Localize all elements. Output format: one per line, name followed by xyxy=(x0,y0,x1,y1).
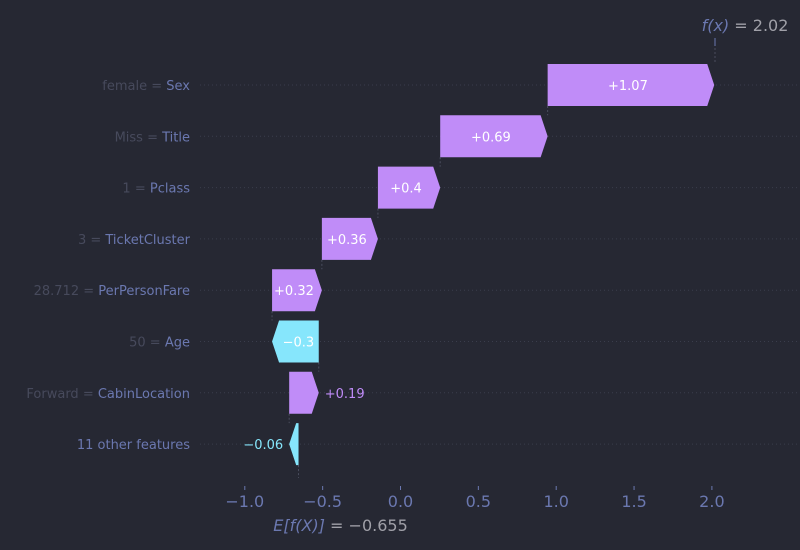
feature-name: Sex xyxy=(166,79,190,94)
bar-11-other-features xyxy=(289,423,299,466)
feature-value: 50 xyxy=(129,336,146,351)
data-label: −0.06 xyxy=(243,438,283,453)
equals-sign: = xyxy=(131,182,150,197)
equals-sign: = xyxy=(79,284,98,299)
feature-label: 28.712 = PerPersonFare xyxy=(34,284,190,299)
equals-sign: = xyxy=(143,130,162,145)
feature-label: 50 = Age xyxy=(129,336,190,351)
feature-value: 1 xyxy=(122,182,130,197)
data-label: +0.36 xyxy=(327,233,367,248)
feature-label: female = Sex xyxy=(102,79,190,94)
output-value-number: = 2.02 xyxy=(729,16,788,35)
feature-label: Forward = CabinLocation xyxy=(26,387,190,402)
bar-age xyxy=(272,320,319,363)
equals-sign: = xyxy=(147,79,166,94)
bar-title xyxy=(440,115,548,158)
x-tick-label: 1.5 xyxy=(621,492,646,511)
data-label: −0.3 xyxy=(283,336,315,351)
output-value-prefix: f(x) xyxy=(702,16,730,35)
feature-name: Age xyxy=(165,336,190,351)
data-label: +0.32 xyxy=(274,284,314,299)
bar-cabinlocation xyxy=(289,371,319,414)
bar-ticketcluster xyxy=(321,217,378,260)
base-value-label: E[f(X)] = −0.655 xyxy=(273,516,407,535)
base-value-prefix: E[f(X)] xyxy=(273,516,325,535)
x-tick-label: −0.5 xyxy=(303,492,342,511)
feature-name: TicketCluster xyxy=(104,233,190,248)
feature-name: CabinLocation xyxy=(98,387,190,402)
feature-name: 11 other features xyxy=(77,438,190,453)
feature-name: Title xyxy=(161,130,190,145)
equals-sign: = xyxy=(86,233,105,248)
bar-sex xyxy=(547,64,715,106)
feature-label: 11 other features xyxy=(77,438,190,453)
feature-value: 28.712 xyxy=(34,284,80,299)
x-tick-label: −1.0 xyxy=(225,492,264,511)
feature-label: Miss = Title xyxy=(115,130,190,145)
bar-pclass xyxy=(377,166,441,209)
equals-sign: = xyxy=(79,387,98,402)
data-label: +1.07 xyxy=(608,79,648,94)
data-label: +0.19 xyxy=(325,387,365,402)
x-tick-label: 0.0 xyxy=(388,492,413,511)
output-value-label: f(x) = 2.02 xyxy=(702,16,789,35)
feature-value: Miss xyxy=(115,130,144,145)
equals-sign: = xyxy=(146,336,165,351)
data-label: +0.4 xyxy=(390,182,422,197)
feature-value: 3 xyxy=(78,233,86,248)
feature-label: 3 = TicketCluster xyxy=(78,233,191,248)
feature-value: female xyxy=(102,79,147,94)
feature-name: Pclass xyxy=(150,182,190,197)
x-tick-label: 0.5 xyxy=(466,492,491,511)
feature-label: 1 = Pclass xyxy=(122,182,190,197)
x-tick-label: 1.0 xyxy=(543,492,568,511)
data-label: +0.69 xyxy=(471,130,511,145)
feature-name: PerPersonFare xyxy=(98,284,190,299)
bar-perpersonfare xyxy=(272,269,322,312)
x-tick-label: 2.0 xyxy=(699,492,724,511)
feature-value: Forward xyxy=(26,387,78,402)
base-value-number: = −0.655 xyxy=(325,516,408,535)
